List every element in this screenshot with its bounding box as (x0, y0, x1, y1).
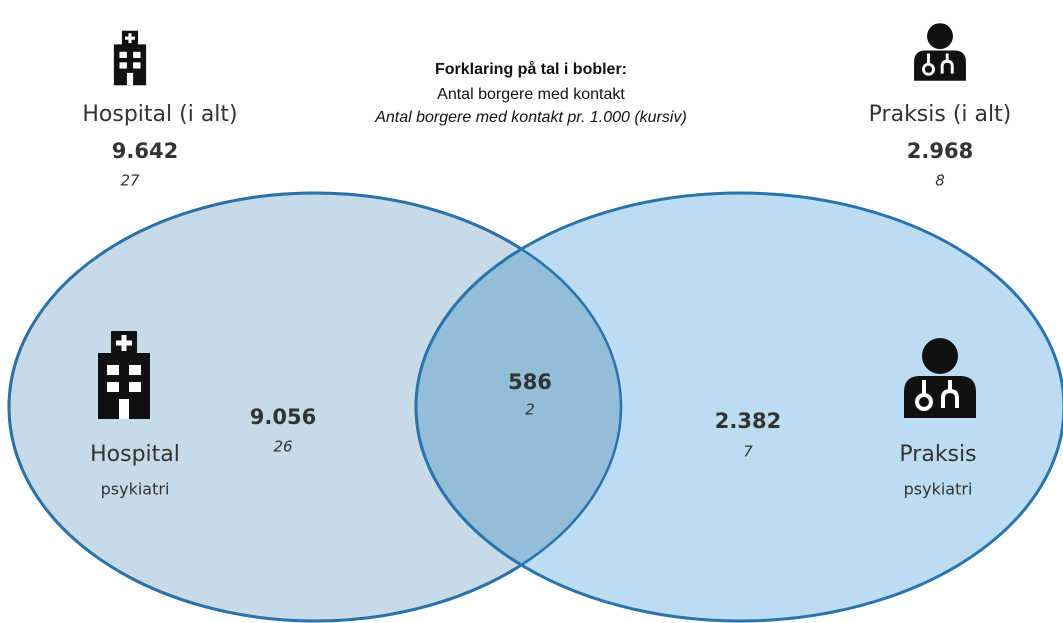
total-count: 9.642 (112, 139, 178, 163)
overlap-count: 586 (508, 370, 552, 394)
total-label: Praksis (i alt) (869, 102, 1012, 127)
total-label: Hospital (i alt) (82, 102, 237, 127)
total-per-1000: 27 (120, 172, 140, 190)
set-count: 9.056 (250, 405, 316, 429)
total-count: 2.968 (907, 139, 973, 163)
doctor-icon (912, 21, 968, 83)
set-sublabel: psykiatri (101, 480, 170, 499)
total-per-1000: 8 (935, 172, 945, 190)
set-label: Hospital (90, 442, 180, 467)
legend-line: Antal borgere med kontakt (437, 86, 625, 103)
legend-title: Forklaring på tal i bobler: (435, 60, 627, 78)
overlap-region (414, 193, 621, 621)
overlap-per-1000: 2 (525, 401, 535, 419)
set-count: 2.382 (715, 409, 781, 433)
set-sublabel: psykiatri (904, 480, 973, 499)
hospital-icon (113, 30, 147, 86)
overlap-edge (7, 191, 623, 623)
set-label: Praksis (899, 442, 976, 467)
set-per-1000: 7 (743, 443, 753, 461)
legend-line: Antal borgere med kontakt pr. 1.000 (kur… (374, 109, 687, 126)
set-per-1000: 26 (273, 438, 292, 456)
